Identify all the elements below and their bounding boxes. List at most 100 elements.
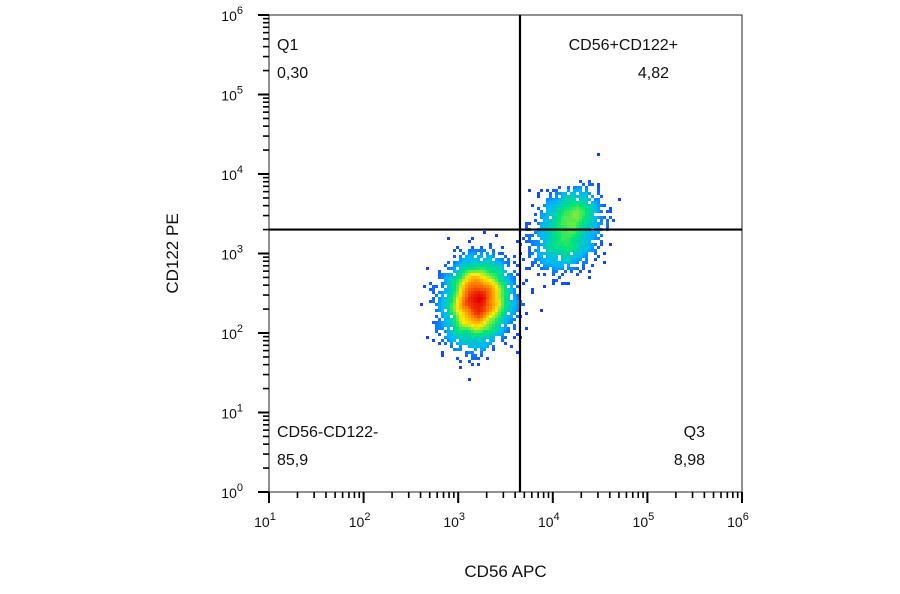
event-dot — [459, 258, 462, 261]
event-dot — [555, 234, 558, 237]
event-dot — [468, 321, 471, 324]
event-dot — [489, 282, 492, 285]
event-dot — [450, 309, 453, 312]
event-dot — [453, 315, 456, 318]
event-dot — [441, 273, 444, 276]
event-dot — [459, 303, 462, 306]
event-dot — [588, 225, 591, 228]
event-dot — [525, 312, 528, 315]
event-dot — [483, 273, 486, 276]
event-dot — [483, 258, 486, 261]
event-dot — [498, 276, 501, 279]
event-dot — [552, 273, 555, 276]
event-dot — [471, 237, 474, 240]
event-dot — [486, 312, 489, 315]
event-dot — [438, 276, 441, 279]
event-dot — [459, 315, 462, 318]
event-dot — [525, 240, 528, 243]
x-axis-label: CD56 APC — [464, 562, 546, 581]
event-dot — [480, 321, 483, 324]
event-dot — [480, 276, 483, 279]
event-dot — [534, 258, 537, 261]
event-dot — [552, 279, 555, 282]
event-dot — [486, 270, 489, 273]
event-dot — [483, 279, 486, 282]
event-dot — [537, 258, 540, 261]
event-dot — [477, 294, 480, 297]
event-dot — [561, 195, 564, 198]
event-dot — [477, 363, 480, 366]
event-dot — [504, 312, 507, 315]
event-dot — [465, 309, 468, 312]
event-dot — [555, 195, 558, 198]
event-dot — [465, 300, 468, 303]
event-dot — [444, 288, 447, 291]
event-dot — [573, 237, 576, 240]
event-dot — [570, 192, 573, 195]
event-dot — [513, 276, 516, 279]
event-dot — [573, 195, 576, 198]
event-dot — [558, 192, 561, 195]
event-dot — [567, 189, 570, 192]
event-dot — [474, 276, 477, 279]
event-dot — [462, 282, 465, 285]
x-tick-label: 105 — [633, 511, 655, 530]
event-dot — [474, 315, 477, 318]
event-dot — [543, 219, 546, 222]
event-dot — [498, 291, 501, 294]
event-dot — [504, 324, 507, 327]
quadrant-value: 0,30 — [277, 65, 308, 82]
event-dot — [495, 279, 498, 282]
event-dot — [474, 333, 477, 336]
event-dot — [480, 297, 483, 300]
event-dot — [471, 336, 474, 339]
event-dot — [459, 264, 462, 267]
event-dot — [567, 201, 570, 204]
event-dot — [552, 222, 555, 225]
event-dot — [564, 234, 567, 237]
event-dot — [594, 258, 597, 261]
event-dot — [486, 282, 489, 285]
event-dot — [462, 285, 465, 288]
event-dot — [459, 360, 462, 363]
event-dot — [450, 288, 453, 291]
event-dot — [501, 294, 504, 297]
event-dot — [573, 207, 576, 210]
event-dot — [504, 297, 507, 300]
event-dot — [579, 252, 582, 255]
event-dot — [546, 198, 549, 201]
event-dot — [543, 243, 546, 246]
event-dot — [543, 258, 546, 261]
event-dot — [498, 273, 501, 276]
event-dot — [570, 255, 573, 258]
event-dot — [477, 324, 480, 327]
event-dot — [585, 237, 588, 240]
event-dot — [501, 252, 504, 255]
event-dot — [489, 267, 492, 270]
event-dot — [561, 255, 564, 258]
event-dot — [510, 312, 513, 315]
event-dot — [576, 234, 579, 237]
event-dot — [480, 294, 483, 297]
event-dot — [495, 303, 498, 306]
event-dot — [453, 249, 456, 252]
event-dot — [474, 336, 477, 339]
event-dot — [543, 252, 546, 255]
event-dot — [513, 312, 516, 315]
event-dot — [573, 219, 576, 222]
event-dot — [489, 258, 492, 261]
event-dot — [510, 282, 513, 285]
event-dot — [486, 321, 489, 324]
event-dot — [564, 207, 567, 210]
event-dot — [498, 333, 501, 336]
event-dot — [462, 330, 465, 333]
event-dot — [480, 348, 483, 351]
event-dot — [582, 216, 585, 219]
event-dot — [447, 306, 450, 309]
event-dot — [438, 291, 441, 294]
event-dot — [459, 288, 462, 291]
event-dot — [597, 255, 600, 258]
event-dot — [561, 240, 564, 243]
event-dot — [594, 219, 597, 222]
